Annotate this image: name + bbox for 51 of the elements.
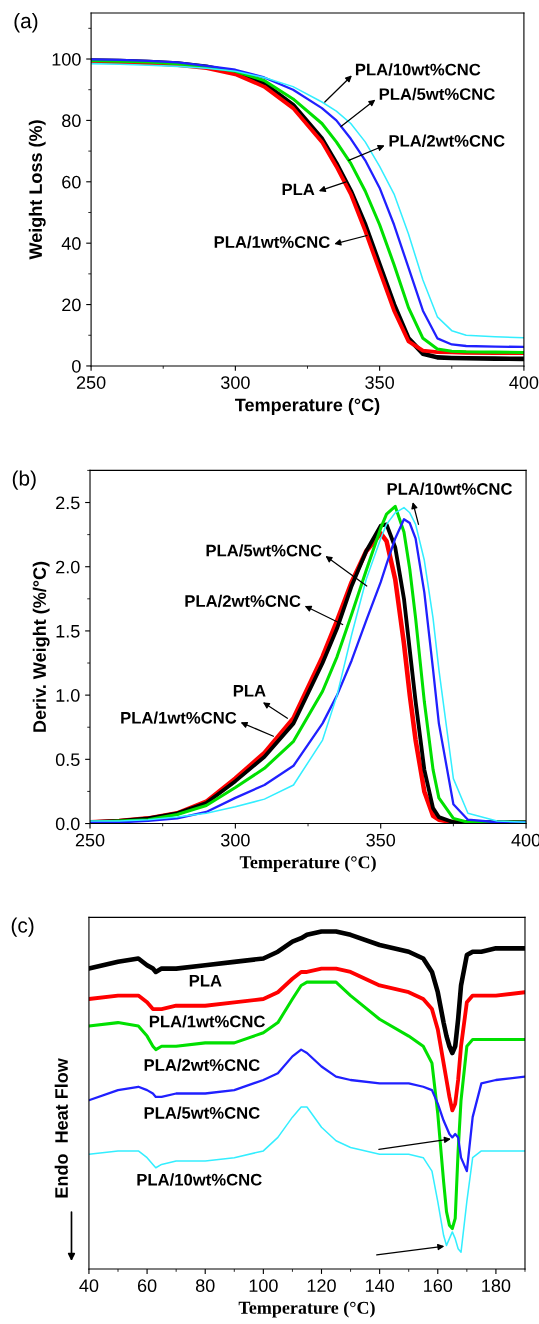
annotation: PLA/10wt%CNC [137,1173,262,1186]
annotation: PLA/2wt%CNC [185,594,301,608]
x-tick-label: 400 [509,376,539,389]
x-tick-label: 180 [482,1279,511,1293]
x-tick-label: 350 [365,376,394,389]
y-tick-label: 20 [62,298,81,312]
annotation: PLA [189,974,222,987]
x-tick-label: 350 [366,833,396,847]
y-tick-label: 60 [62,175,81,189]
annotation: PLA/2wt%CNC [144,1058,260,1072]
annotation: PLA/5wt%CNC [379,87,495,101]
y-tick-label: 2.0 [56,560,80,574]
x-tick-label: 80 [195,1279,215,1293]
y-axis-title: Weight Loss (%) [28,120,46,260]
annotation: PLA/2wt%CNC [389,134,505,147]
x-tick-label: 300 [220,376,250,389]
y-axis-title: Endo Heat Flow [54,1058,68,1198]
annotation: PLA/1wt%CNC [149,1015,265,1028]
y-tick-label: 40 [61,237,81,250]
y-tick-label: 1.0 [56,689,80,702]
y-axis-title: Deriv. Weight (%/°C) [32,561,50,732]
x-tick-label: 120 [307,1279,336,1293]
x-tick-label: 100 [249,1279,278,1293]
y-tick-label: 1.5 [56,625,80,638]
annotation: PLA [282,183,315,196]
x-tick-label: 160 [424,1279,453,1293]
annotation: PLA/1wt%CNC [121,711,237,724]
y-tick-label: 0.0 [55,817,80,831]
annotation: PLA/10wt%CNC [355,63,481,76]
annotation: PLA/1wt%CNC [214,235,330,249]
x-axis-title: Temperature (°C) [239,855,376,873]
x-tick-label: 60 [137,1279,157,1293]
annotation: PLA/5wt%CNC [206,544,322,557]
annotation: PLA/10wt%CNC [387,482,513,495]
y-tick-label: 0.5 [55,753,80,767]
x-tick-label: 250 [75,833,105,847]
text: (a) [14,12,38,33]
text: (c) [11,917,34,937]
annotation: PLA/5wt%CNC [144,1106,260,1119]
x-axis-title: Temperature (°C) [235,398,380,415]
x-tick-label: 300 [220,833,250,847]
y-tick-label: 100 [52,52,81,66]
x-tick-label: 140 [365,1279,394,1293]
annotation: PLA [233,685,266,697]
y-tick-label: 2.5 [56,496,80,510]
x-axis-title: Temperature (°C) [238,1301,375,1318]
x-tick-label: 40 [79,1279,99,1293]
y-tick-label: 80 [62,114,81,128]
x-tick-label: 250 [76,376,106,389]
y-tick-label: 0 [72,359,81,373]
text: (b) [12,470,36,490]
